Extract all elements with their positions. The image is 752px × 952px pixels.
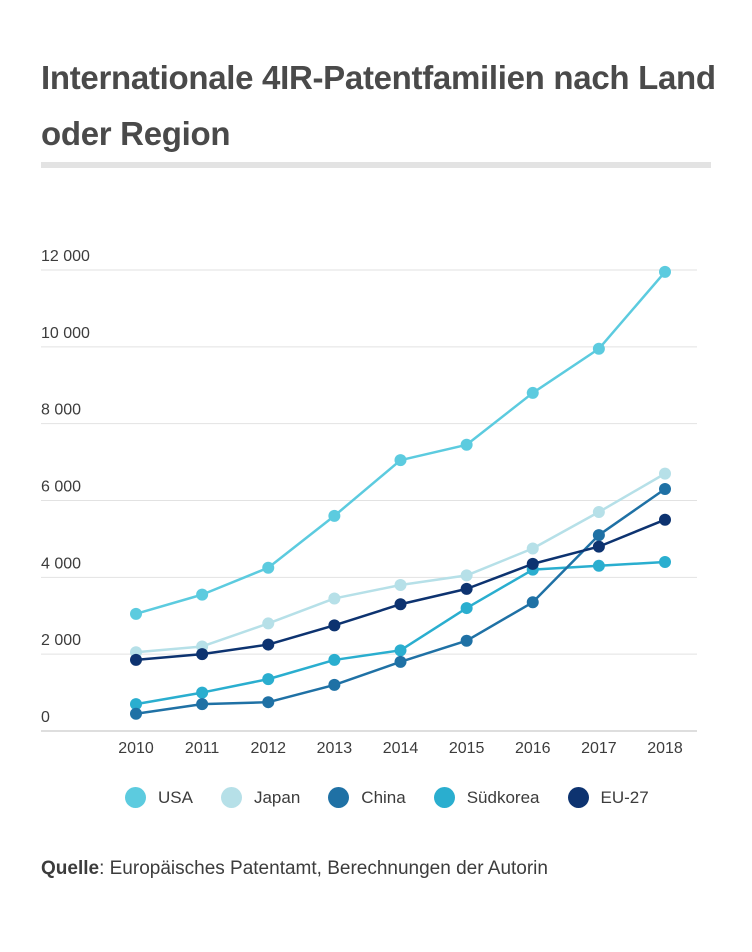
legend-item: USA [125, 787, 193, 808]
x-tick-label: 2010 [118, 740, 154, 757]
legend-swatch [220, 787, 242, 808]
data-point [130, 653, 142, 666]
x-tick-label: 2014 [383, 740, 419, 757]
data-point [526, 386, 539, 399]
data-point [328, 592, 341, 605]
x-tick-label: 2017 [581, 740, 617, 757]
data-point [130, 607, 142, 620]
legend-swatch [125, 787, 146, 808]
data-point [460, 438, 473, 451]
legend-label: USA [158, 787, 193, 807]
data-point [394, 598, 407, 611]
data-point [262, 696, 275, 709]
data-point [592, 506, 605, 519]
legend-label: Südkorea [466, 787, 540, 807]
data-point [592, 529, 605, 542]
data-point [196, 686, 209, 699]
y-tick-label: 12 000 [41, 248, 90, 265]
data-point [328, 678, 341, 691]
data-point [130, 707, 142, 720]
y-tick-label: 6 000 [41, 479, 81, 496]
x-tick-label: 2013 [317, 740, 353, 757]
chart-legend: USA Japan China Südkorea EU-27 [125, 787, 677, 808]
data-point [659, 265, 671, 278]
data-point [394, 579, 407, 592]
data-point [460, 634, 473, 647]
data-point [328, 619, 341, 632]
x-tick-label: 2011 [185, 740, 220, 757]
data-point [460, 569, 473, 582]
legend-label: China [361, 787, 406, 807]
legend-swatch [328, 787, 350, 808]
legend-item: Japan [220, 787, 301, 808]
x-tick-label: 2016 [515, 740, 551, 757]
series-line [135, 271, 666, 616]
legend-swatch [567, 787, 589, 808]
x-tick-label: 2012 [250, 740, 286, 757]
data-point [592, 342, 605, 355]
y-tick-label: 10 000 [41, 325, 90, 342]
data-point [526, 542, 539, 555]
data-point [394, 644, 407, 657]
data-point [262, 638, 275, 651]
legend-swatch [433, 787, 455, 808]
data-point [262, 561, 275, 574]
data-point [526, 596, 539, 609]
data-point [262, 673, 275, 686]
data-point [196, 698, 209, 711]
x-tick-label: 2018 [647, 740, 683, 757]
data-point [592, 559, 605, 572]
data-point [328, 509, 341, 522]
y-tick-label: 0 [41, 709, 50, 726]
legend-item: China [328, 787, 406, 808]
y-tick-label: 8 000 [41, 402, 81, 419]
data-point [592, 540, 605, 553]
legend-label: EU-27 [600, 787, 649, 807]
line-chart: 0 2 000 4 000 6 000 8 000 10 000 12 000 2010 201… [41, 248, 697, 757]
data-point [526, 557, 539, 570]
y-tick-label: 4 000 [41, 555, 81, 572]
source-note: Quelle: Europäisches Patentamt, Berechnu… [41, 858, 548, 880]
legend-item: Südkorea [433, 787, 540, 808]
data-point [394, 655, 407, 668]
data-point [659, 467, 671, 480]
data-point [196, 648, 209, 661]
data-point [196, 588, 209, 601]
data-point [659, 555, 671, 568]
chart-title: Internationale 4IR-Patentfamilien nach L… [41, 59, 716, 152]
y-tick-label: 2 000 [41, 632, 81, 649]
data-point [460, 582, 473, 595]
data-point [394, 454, 407, 467]
x-tick-label: 2015 [449, 740, 485, 757]
data-point [659, 482, 671, 495]
data-point [328, 653, 341, 666]
source-label: Quelle [41, 858, 100, 879]
data-point [262, 617, 275, 630]
source-text: : Europäisches Patentamt, Berechnungen d… [99, 858, 548, 879]
legend-label: Japan [253, 787, 301, 807]
title-divider [41, 162, 711, 168]
legend-item: EU-27 [567, 787, 649, 808]
data-point [659, 513, 671, 526]
data-point [130, 698, 142, 711]
data-point [460, 602, 473, 615]
